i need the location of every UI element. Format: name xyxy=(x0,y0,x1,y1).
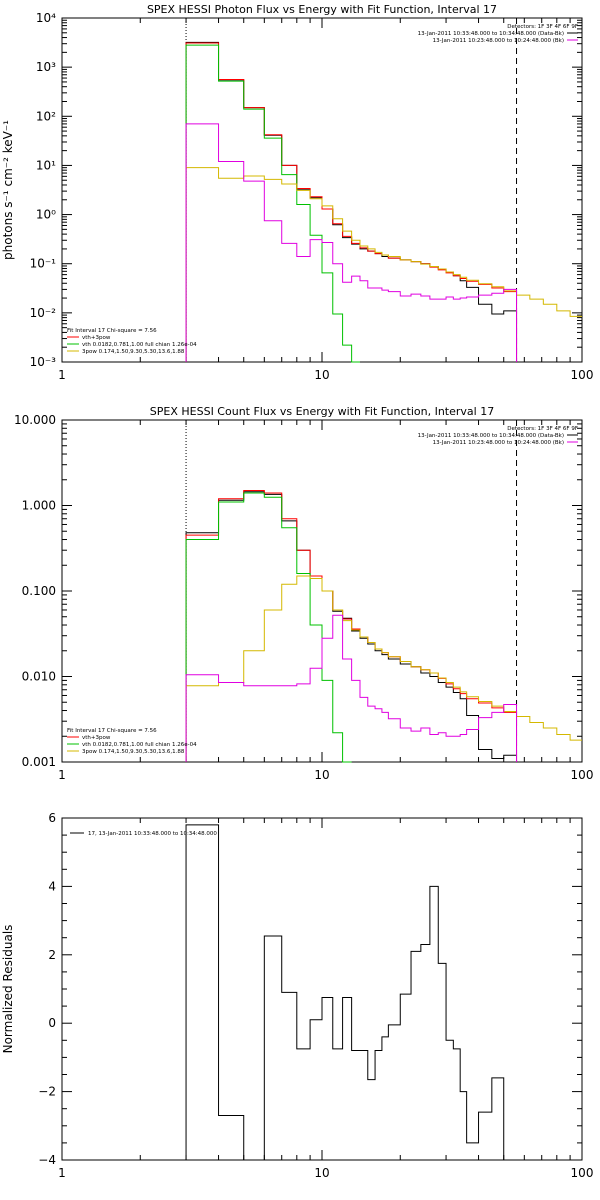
y-tick-label: 10⁴ xyxy=(36,11,56,25)
legend-entry: 13-Jan-2011 10:33:48.000 to 10:34:48.000… xyxy=(418,433,564,439)
chart-title: SPEX HESSI Count Flux vs Energy with Fit… xyxy=(150,405,494,418)
series-line-1 xyxy=(185,41,518,362)
residual-legend: 17, 13-Jan-2011 10:33:48.000 to 10:34:48… xyxy=(70,831,217,837)
legend-title: Detectors: 1F 3F 4F 6F 9F xyxy=(507,24,578,30)
y-axis: 0.001 0.010 0.100 1.000 10.000 xyxy=(14,413,582,769)
x-tick-label: 1 xyxy=(58,768,66,782)
y-axis: −4 −2 0 2 4 6 xyxy=(38,811,582,1167)
chart-panel-3: 1 10 100 −4 −2 0 2 4 6 Normalized Residuals 17, 13… xyxy=(1,811,593,1180)
x-tick-label: 100 xyxy=(571,1166,594,1180)
legend-entry: 3pow 0.174,1.50,9.30,5.30,13.6,1.88 xyxy=(82,349,185,355)
y-tick-label: 0 xyxy=(48,1016,56,1030)
y-tick-label: 0.001 xyxy=(22,755,56,769)
y-tick-label: 0.010 xyxy=(22,670,56,684)
legend-entry: 13-Jan-2011 10:33:48.000 to 10:34:48.000… xyxy=(418,31,564,37)
x-axis: 1 10 100 xyxy=(58,18,593,382)
series-line-3 xyxy=(185,492,352,763)
series-line-4 xyxy=(185,167,582,362)
y-tick-label: 10⁻¹ xyxy=(30,257,57,271)
y-axis-label: photons s⁻¹ cm⁻² keV⁻¹ xyxy=(1,120,15,260)
x-tick-label: 1 xyxy=(58,1166,66,1180)
y-tick-label: 10.000 xyxy=(14,413,56,427)
x-tick-label: 1 xyxy=(58,368,66,382)
y-tick-label: 2 xyxy=(48,948,56,962)
y-tick-label: 10¹ xyxy=(36,158,56,172)
y-tick-label: 10⁰ xyxy=(36,208,56,222)
series-line-2 xyxy=(185,42,518,362)
x-tick-label: 100 xyxy=(571,368,594,382)
legend-entry: 3pow 0.174,1.50,9.30,5.30,13.6,1.88 xyxy=(82,749,185,755)
chart-panel-2: SPEX HESSI Count Flux vs Energy with Fit… xyxy=(14,405,593,782)
chart-title: SPEX HESSI Photon Flux vs Energy with Fi… xyxy=(147,3,497,16)
legend-entry: vth 0.0182,0.781,1.00 full chian 1.26e-0… xyxy=(82,342,197,348)
series-line-5 xyxy=(185,614,518,762)
legend-entry: 13-Jan-2011 10:23:48.000 to 10:24:48.000… xyxy=(433,440,564,446)
series-line-1 xyxy=(185,824,517,1161)
y-axis-label: Normalized Residuals xyxy=(1,925,15,1054)
y-tick-label: 6 xyxy=(48,811,56,825)
x-axis: 1 10 100 xyxy=(58,420,593,782)
y-tick-label: 10² xyxy=(36,109,56,123)
y-tick-label: 4 xyxy=(48,879,56,893)
y-tick-label: 10⁻² xyxy=(30,306,57,320)
x-tick-label: 100 xyxy=(571,768,594,782)
series-line-3 xyxy=(185,44,360,363)
y-tick-label: −2 xyxy=(38,1085,56,1099)
legend-entry: vth 0.0182,0.781,1.00 full chian 1.26e-0… xyxy=(82,742,197,748)
chart-panel-1: SPEX HESSI Photon Flux vs Energy with Fi… xyxy=(1,3,593,382)
x-tick-label: 10 xyxy=(314,768,329,782)
y-tick-label: 0.100 xyxy=(22,584,56,598)
legend-entry: vth+3pow xyxy=(82,335,111,341)
bottom-legend: Fit Interval 17 Chi-square = 7.56vth+3po… xyxy=(67,328,197,355)
x-tick-label: 10 xyxy=(314,1166,329,1180)
y-tick-label: 10⁻³ xyxy=(30,355,57,369)
legend-entry: vth+3pow xyxy=(82,735,111,741)
bottom-legend: Fit Interval 17 Chi-square = 7.56vth+3po… xyxy=(67,728,197,755)
y-tick-label: 1.000 xyxy=(22,499,56,513)
series-line-5 xyxy=(185,123,518,362)
legend-entry: 13-Jan-2011 10:23:48.000 to 10:24:48.000… xyxy=(433,38,564,44)
series-line-4 xyxy=(185,575,582,762)
y-tick-label: 10³ xyxy=(36,60,56,74)
x-tick-label: 10 xyxy=(314,368,329,382)
fit-summary: Fit Interval 17 Chi-square = 7.56 xyxy=(67,728,157,734)
legend-title: Detectors: 1F 3F 4F 6F 9F xyxy=(507,426,578,432)
y-tick-label: −4 xyxy=(38,1153,56,1167)
legend-entry: 17, 13-Jan-2011 10:33:48.000 to 10:34:48… xyxy=(88,831,217,837)
x-axis: 1 10 100 xyxy=(58,818,593,1180)
fit-summary: Fit Interval 17 Chi-square = 7.56 xyxy=(67,328,157,334)
y-axis: 10⁻³ 10⁻² 10⁻¹ 10⁰ 10¹ 10² 10³ 10⁴ xyxy=(30,11,582,369)
